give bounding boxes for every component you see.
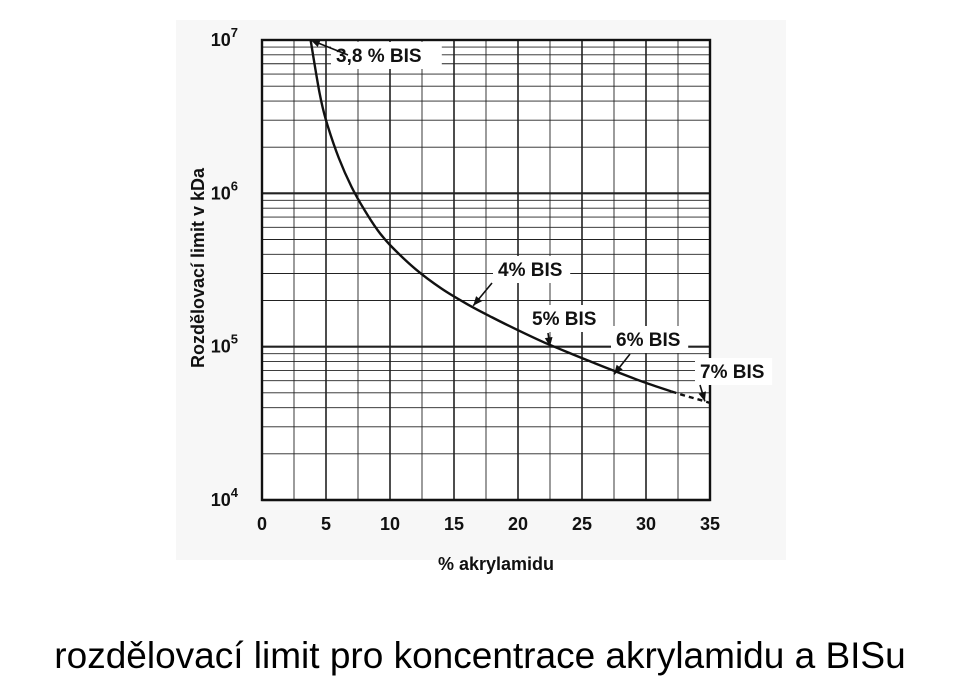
y-tick-label: 106 [211, 178, 238, 203]
x-tick-label: 20 [508, 514, 528, 534]
x-axis-title: % akrylamidu [438, 554, 554, 574]
annotation-box [611, 326, 689, 353]
chart-svg: 0 5 10 15 20 25 30 35 104 105 106 107 % akrylamidu Ro… [188, 25, 773, 574]
y-tick-label: 104 [211, 485, 239, 510]
annotation-arrow-head [698, 391, 706, 402]
annotation-arrow-head [544, 336, 553, 347]
annotation-arrow-head [310, 39, 321, 48]
x-tick-label: 5 [321, 514, 331, 534]
y-axis-title: Rozdělovací limit v kDa [188, 167, 208, 368]
x-tick-label: 30 [636, 514, 656, 534]
annotation-label: 7% BIS [700, 362, 764, 383]
annotation-label: 3,8 % BIS [336, 46, 422, 67]
x-tick-label: 25 [572, 514, 592, 534]
x-tick-label: 10 [380, 514, 400, 534]
figure-caption: rozdělovací limit pro koncentrace akryla… [54, 635, 906, 676]
annotation-box [331, 42, 442, 69]
plot-frame [260, 38, 712, 502]
x-tick-label: 15 [444, 514, 464, 534]
annotation-box [493, 256, 571, 283]
x-tick-label: 0 [257, 514, 267, 534]
annotation-box [527, 305, 605, 332]
series-line [309, 39, 672, 393]
y-tick-label: 107 [211, 25, 238, 50]
series-line-extrapolated [671, 390, 711, 405]
annotation-arrow-head [614, 364, 623, 375]
x-tick-label: 35 [700, 514, 720, 534]
y-tick-label: 105 [211, 332, 238, 357]
annotation-arrow-head [473, 296, 483, 306]
annotation-label: 5% BIS [532, 309, 596, 330]
annotation-label: 6% BIS [616, 330, 680, 351]
chart-figure: 0 5 10 15 20 25 30 35 104 105 106 107 % akrylamidu Ro… [188, 25, 773, 574]
annotation-label: 4% BIS [498, 260, 562, 281]
annotation-box [695, 358, 773, 385]
